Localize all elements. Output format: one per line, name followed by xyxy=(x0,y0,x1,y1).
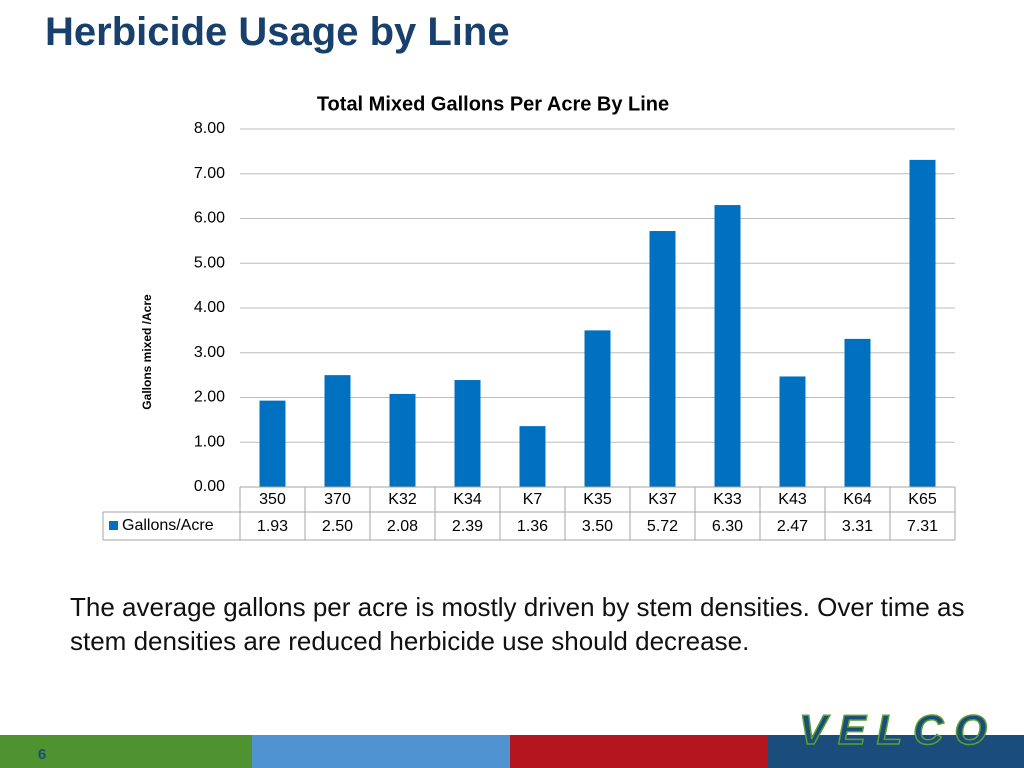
bar xyxy=(324,375,351,487)
value-label: 7.31 xyxy=(907,518,938,535)
x-tick-label: 350 xyxy=(259,491,286,508)
value-label: 2.50 xyxy=(322,518,353,535)
x-tick-label: K65 xyxy=(908,491,937,508)
value-label: 1.93 xyxy=(257,518,288,535)
chart-title: Total Mixed Gallons Per Acre By Line xyxy=(317,93,669,115)
footer-band xyxy=(0,735,252,768)
x-tick-label: K35 xyxy=(583,491,612,508)
footer-band xyxy=(252,735,510,768)
footer-band xyxy=(768,735,1024,768)
x-tick-label: K37 xyxy=(648,491,677,508)
x-tick-label: K33 xyxy=(713,491,742,508)
y-tick-label: 7.00 xyxy=(194,165,225,182)
x-tick-label: K7 xyxy=(523,491,543,508)
value-label: 1.36 xyxy=(517,518,548,535)
value-label: 5.72 xyxy=(647,518,678,535)
body-text: The average gallons per acre is mostly d… xyxy=(70,592,965,656)
bar xyxy=(909,159,936,487)
x-tick-label: K32 xyxy=(388,491,417,508)
y-tick-label: 2.00 xyxy=(194,389,225,406)
footer-band xyxy=(510,735,768,768)
bar xyxy=(844,338,871,487)
x-tick-label: K43 xyxy=(778,491,807,508)
x-tick-label: K64 xyxy=(843,491,872,508)
bar xyxy=(779,376,806,487)
bar xyxy=(389,393,416,487)
x-tick-label: 370 xyxy=(324,491,351,508)
y-tick-label: 5.00 xyxy=(194,254,225,271)
y-tick-label: 1.00 xyxy=(194,433,225,450)
bar xyxy=(649,231,676,487)
value-label: 2.47 xyxy=(777,518,808,535)
bar xyxy=(714,205,741,487)
x-tick-label: K34 xyxy=(453,491,482,508)
bar xyxy=(259,400,286,487)
legend-swatch xyxy=(109,521,118,530)
slide-title: Herbicide Usage by Line xyxy=(45,10,510,54)
y-tick-label: 0.00 xyxy=(194,478,225,495)
y-tick-label: 8.00 xyxy=(194,120,225,137)
y-axis-label: Gallons mixed /Acre xyxy=(140,294,154,410)
value-label: 2.08 xyxy=(387,518,418,535)
y-tick-label: 4.00 xyxy=(194,299,225,316)
y-tick-label: 6.00 xyxy=(194,210,225,227)
value-label: 2.39 xyxy=(452,518,483,535)
bar xyxy=(584,330,611,487)
value-label: 3.31 xyxy=(842,518,873,535)
bar xyxy=(454,380,481,487)
value-label: 6.30 xyxy=(712,518,743,535)
y-tick-label: 3.00 xyxy=(194,344,225,361)
value-label: 3.50 xyxy=(582,518,613,535)
legend-label: Gallons/Acre xyxy=(122,517,214,534)
bar xyxy=(519,426,546,487)
page-number: 6 xyxy=(38,746,46,763)
